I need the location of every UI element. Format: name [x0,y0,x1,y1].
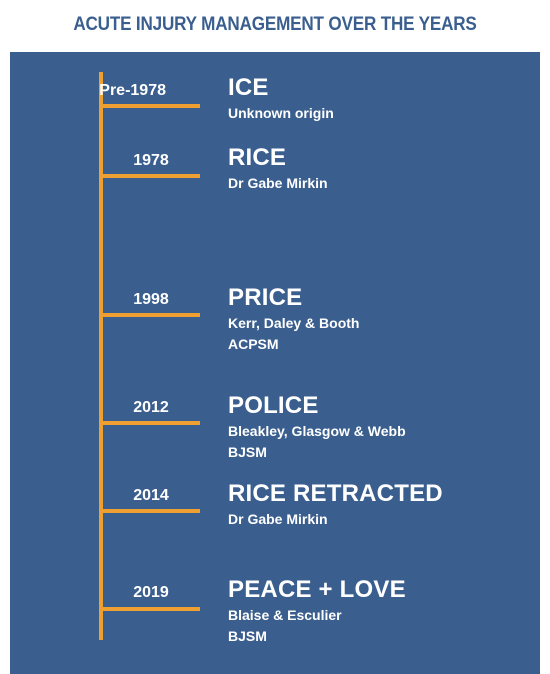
timeline-tick [99,607,200,611]
entry-year: Pre-1978 [99,82,166,99]
entry-year: 2012 [133,399,169,416]
timeline-tick [99,313,200,317]
entry-detail: BJSM [228,444,267,460]
entry-year: 2019 [133,584,169,601]
entry-name: RICE [228,144,287,171]
entry-name: ICE [228,74,269,101]
entry-detail: Bleakley, Glasgow & Webb [228,423,406,439]
entry-year: 1978 [133,152,169,169]
entry-detail: Dr Gabe Mirkin [228,175,328,191]
entry-detail: ACPSM [228,336,279,352]
timeline-spine [99,72,103,640]
entry-detail: Kerr, Daley & Booth [228,315,360,331]
timeline-tick [99,104,200,108]
entry-year: 2014 [133,487,169,504]
entry-year: 1998 [133,291,169,308]
timeline-tick [99,421,200,425]
timeline-panel: Pre-1978 ICE Unknown origin 1978 RICE Dr… [10,52,540,674]
entry-detail: Dr Gabe Mirkin [228,511,328,527]
entry-detail: Blaise & Esculier [228,607,342,623]
entry-detail: Unknown origin [228,105,334,121]
page-title: ACUTE INJURY MANAGEMENT OVER THE YEARS [73,14,477,35]
timeline-tick [99,174,200,178]
entry-name: POLICE [228,392,319,419]
entry-name: PRICE [228,284,303,311]
entry-detail: BJSM [228,628,267,644]
entry-name: RICE RETRACTED [228,480,443,507]
timeline-tick [99,509,200,513]
entry-name: PEACE + LOVE [228,576,406,603]
